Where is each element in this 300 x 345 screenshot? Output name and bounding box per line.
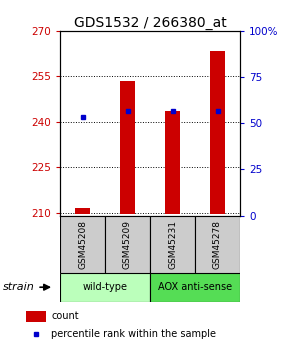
Text: GSM45278: GSM45278	[213, 219, 222, 269]
Text: strain: strain	[3, 282, 35, 292]
Bar	[195, 216, 240, 273]
Title: GDS1532 / 266380_at: GDS1532 / 266380_at	[74, 16, 226, 30]
Text: GSM45208: GSM45208	[78, 219, 87, 269]
Bar	[60, 216, 105, 273]
Bar	[75, 208, 90, 214]
Bar	[150, 216, 195, 273]
Text: count: count	[51, 311, 79, 321]
Bar	[165, 111, 180, 214]
Bar	[210, 51, 225, 214]
Bar	[60, 273, 150, 302]
Text: GSM45209: GSM45209	[123, 219, 132, 269]
Text: GSM45231: GSM45231	[168, 219, 177, 269]
Bar	[150, 273, 240, 302]
Bar	[26, 310, 46, 322]
Text: AOX anti-sense: AOX anti-sense	[158, 282, 232, 292]
Bar	[105, 216, 150, 273]
Text: wild-type: wild-type	[82, 282, 128, 292]
Bar	[120, 81, 135, 214]
Text: percentile rank within the sample: percentile rank within the sample	[51, 329, 216, 339]
